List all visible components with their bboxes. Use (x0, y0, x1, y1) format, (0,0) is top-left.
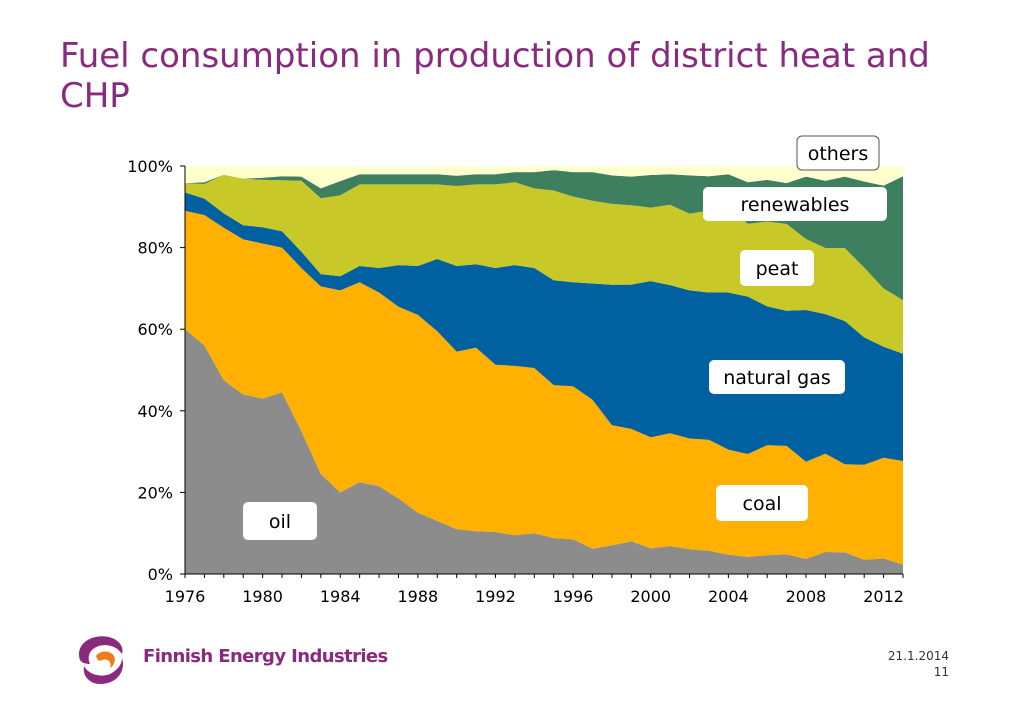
x-tick-label: 2004 (708, 587, 749, 606)
label-text: oil (269, 511, 291, 533)
x-tick-label: 2000 (630, 587, 671, 606)
brand-name: Finnish Energy Industries (143, 646, 388, 667)
label-text: others (808, 143, 869, 165)
label-box (716, 485, 808, 521)
label-box (796, 135, 880, 171)
area-natural-gas (185, 192, 903, 465)
label-box (243, 502, 317, 540)
axes: 0% 20% 40% 60% 80% 100% 1976 1980 1984 1988 1992 19… (127, 157, 904, 606)
label-text: renewables (741, 194, 850, 216)
y-tick-label: 80% (137, 239, 173, 258)
label-renewables: renewables (703, 187, 887, 221)
series-labels: others renewables peat natural gas coal oil (243, 135, 887, 540)
finnish-energy-logo-icon (78, 636, 124, 684)
page-number: 11 (933, 665, 949, 679)
x-tick-label: 1992 (475, 587, 516, 606)
x-tick-label: 1976 (165, 587, 206, 606)
x-tick-label: 2012 (863, 587, 904, 606)
label-others: others (796, 135, 880, 171)
slide-title: Fuel consumption in production of distri… (60, 36, 930, 116)
label-text: peat (756, 258, 799, 280)
y-tick-label: 20% (137, 483, 173, 502)
x-tick-label: 1988 (398, 587, 439, 606)
y-tick-label: 60% (137, 320, 173, 339)
area-coal (185, 210, 903, 565)
y-tick-label: 0% (148, 565, 173, 584)
x-tick-label: 2008 (786, 587, 827, 606)
area-others (185, 166, 903, 189)
footer-date: 21.1.2014 (887, 649, 949, 663)
area-oil (185, 329, 903, 574)
label-natural-gas: natural gas (709, 360, 845, 394)
label-box (709, 360, 845, 394)
label-text: coal (743, 493, 782, 515)
y-tick-label: 40% (137, 402, 173, 421)
label-text: natural gas (723, 367, 831, 389)
label-box (740, 250, 814, 286)
x-tick-label: 1984 (320, 587, 361, 606)
label-oil: oil (243, 502, 317, 540)
x-tick-label: 1996 (553, 587, 594, 606)
label-box (703, 187, 887, 221)
label-coal: coal (716, 485, 808, 521)
label-peat: peat (740, 250, 814, 286)
y-tick-label: 100% (127, 157, 173, 176)
x-tick-label: 1980 (242, 587, 283, 606)
